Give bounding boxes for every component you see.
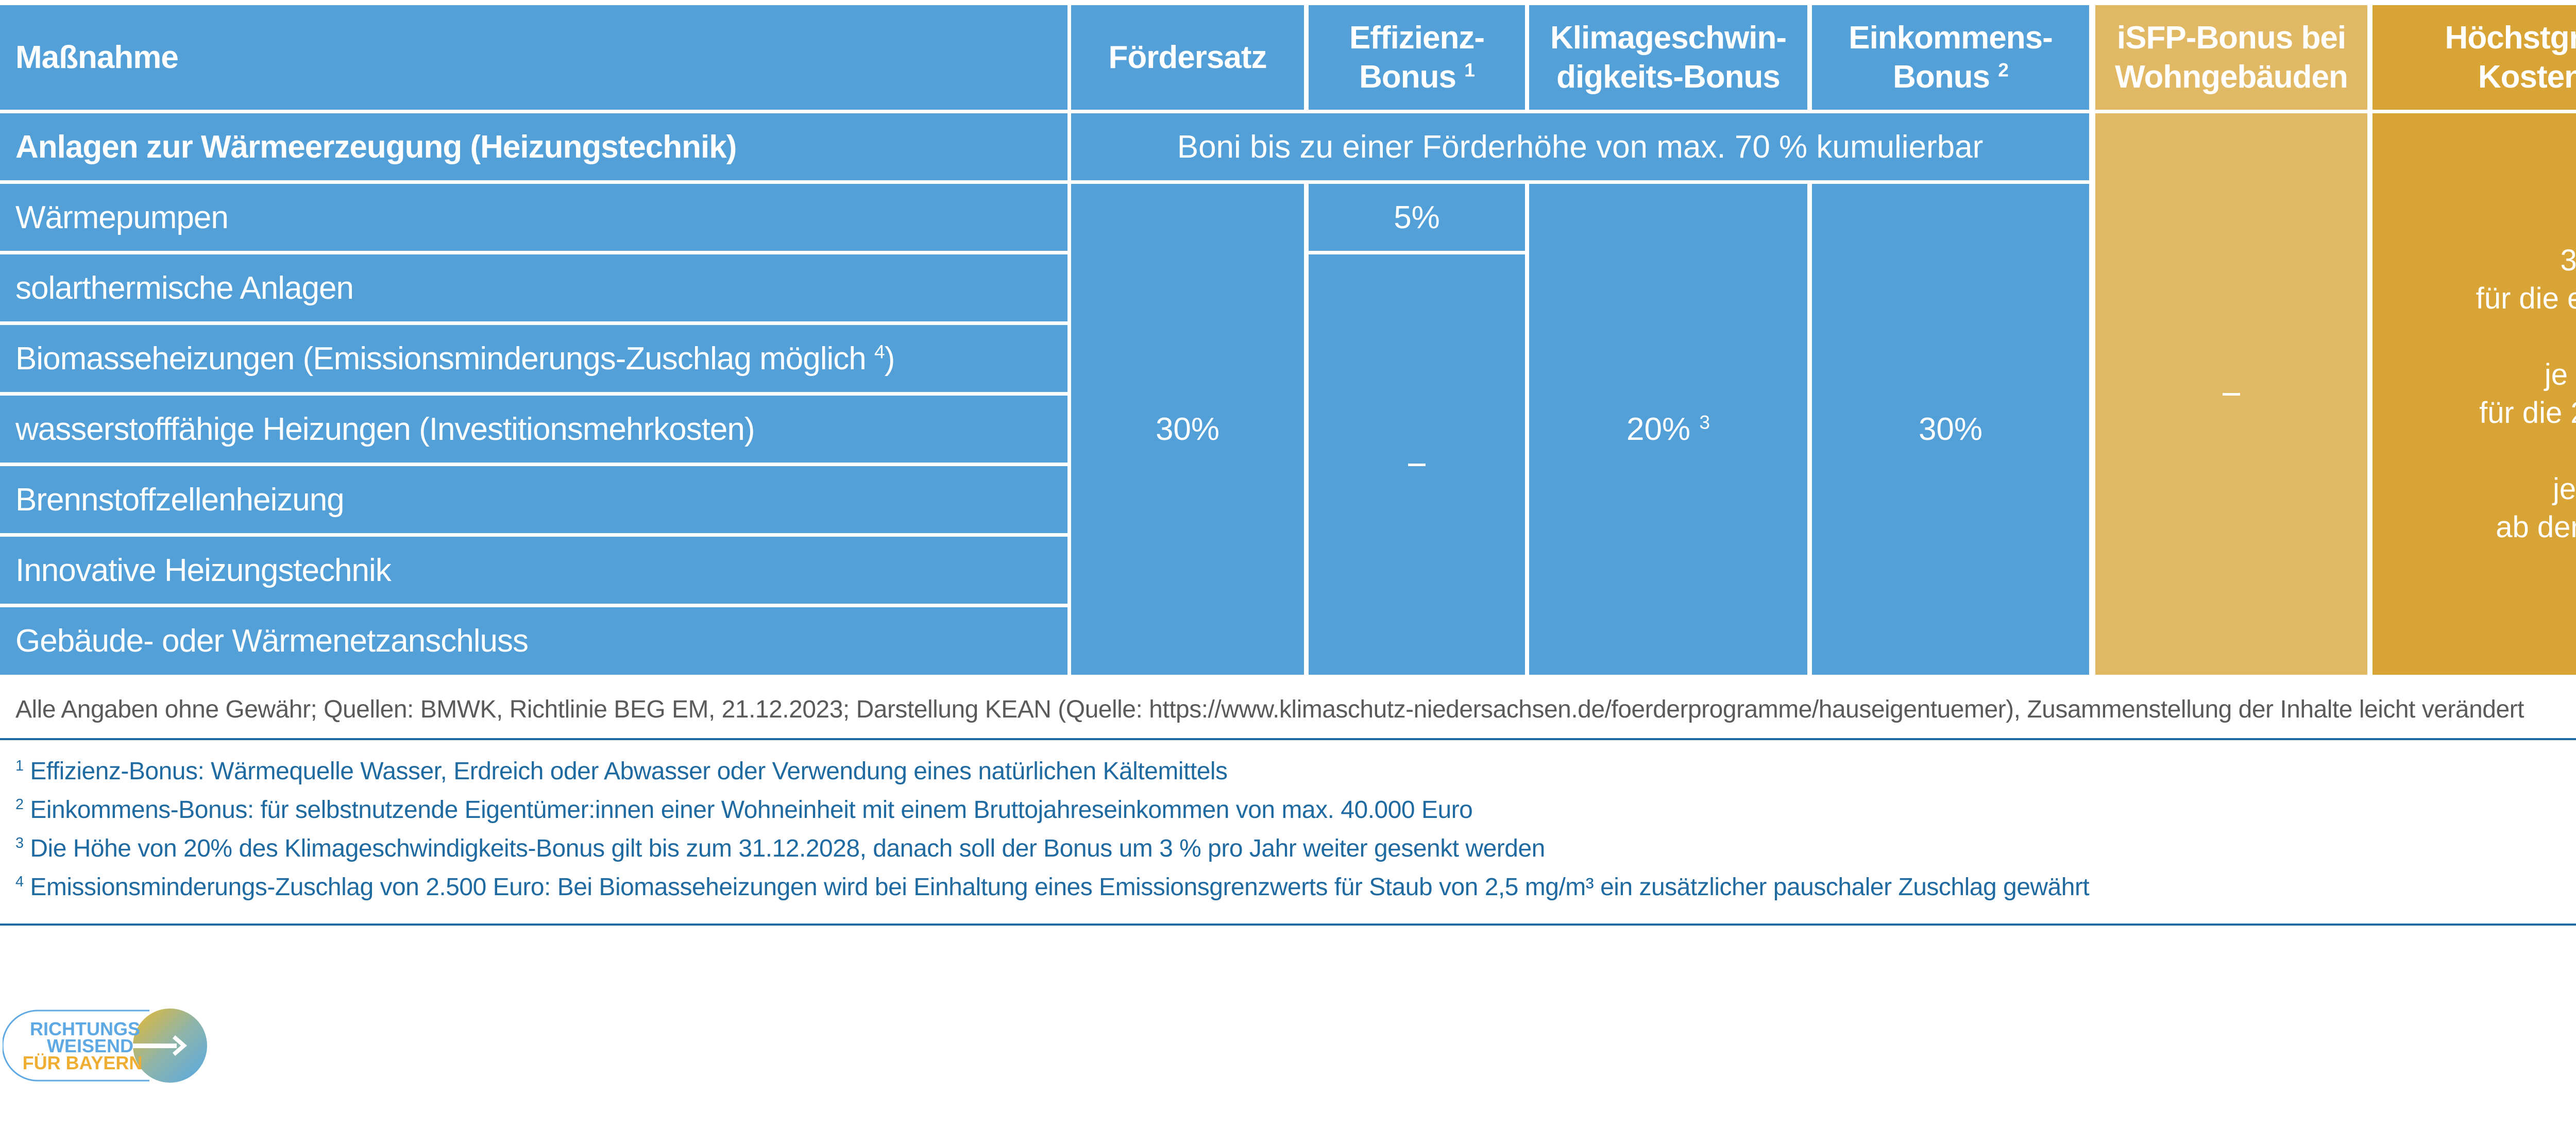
- header-effizienz-line2: Bonus: [1359, 59, 1456, 95]
- header-klima-line2: digkeits-Bonus: [1556, 59, 1781, 95]
- hoechst-wohn-amount: je 15.000 Euro: [2544, 358, 2576, 391]
- hoechst-wohn-amount: je 8.000 Euro: [2552, 472, 2576, 506]
- table-row-label: Innovative Heizungstechnik: [0, 537, 1067, 604]
- footnote-text: Einkommens-Bonus: für selbstnutzende Eig…: [30, 796, 1473, 824]
- group-row-label-text: Anlagen zur Wärmeerzeugung (Heizungstech…: [15, 129, 737, 165]
- divider-bottom: [0, 924, 2576, 926]
- group-row-note: Boni bis zu einer Förderhöhe von max. 70…: [1071, 113, 2089, 180]
- header-isfp-line2: Wohngebäuden: [2115, 59, 2348, 95]
- table-row-label: Gebäude- oder Wärmenetzanschluss: [0, 607, 1067, 675]
- isfp-none-dash: [2223, 392, 2240, 396]
- table-row-label: Biomasseheizungen (Emissionsminderungs-Z…: [0, 325, 1067, 392]
- header-massnahme: Maßnahme: [0, 5, 1067, 110]
- row-label-brennstoffzelle: Brennstoffzellenheizung: [15, 482, 345, 518]
- row-label-netzanschluss: Gebäude- oder Wärmenetzanschluss: [15, 623, 529, 659]
- header-massnahme-label: Maßnahme: [15, 39, 179, 75]
- footnote-ref-2[interactable]: 2: [1998, 58, 2009, 80]
- header-foerdersatz: Fördersatz: [1071, 5, 1304, 110]
- footnote-number: 4: [15, 874, 24, 890]
- source-note: Alle Angaben ohne Gewähr; Quellen: BMWK,…: [15, 696, 2524, 723]
- group-row-label: Anlagen zur Wärmeerzeugung (Heizungstech…: [0, 113, 1067, 180]
- header-einkommen-line1: Einkommens-: [1849, 20, 2053, 56]
- richtungsweisend-logo-graphic: RICHTUNGS WEISEND FÜR BAYERN: [2, 1009, 207, 1083]
- foerdersatz-value: 30%: [1155, 412, 1220, 447]
- logo-text-line3: FÜR BAYERN: [23, 1052, 143, 1073]
- header-foerdersatz-label: Fördersatz: [1108, 39, 1267, 75]
- footnote-number: 1: [15, 758, 24, 774]
- header-isfp-bonus: iSFP-Bonus bei Wohngebäuden: [2095, 5, 2367, 110]
- einkommen-value: 30%: [1918, 412, 1983, 447]
- effizienz-other-cell: [1309, 254, 1525, 675]
- header-effizienz-bonus: Effizienz- Bonus 1: [1309, 5, 1525, 110]
- table-row-label: Wärmepumpen: [0, 184, 1067, 251]
- footnote-text: Die Höhe von 20% des Klimageschwindigkei…: [30, 835, 1545, 862]
- klima-value-cell: 20% 3: [1529, 184, 1807, 675]
- row-label-biomasse-suffix: ): [884, 340, 895, 377]
- hoechst-wohn-group: je 15.000 Euro für die 2.-6. Wohneinheit: [2479, 356, 2576, 432]
- header-isfp-line1: iSFP-Bonus bei: [2116, 20, 2346, 56]
- effizienz-waermepumpen-cell: 5%: [1309, 184, 1525, 251]
- footnote-1: 1 Effizienz-Bonus: Wärmequelle Wasser, E…: [15, 757, 1228, 785]
- logo-text-line1: RICHTUNGS: [30, 1018, 140, 1039]
- row-label-biomasse-text: Biomasseheizungen (Emissionsminderungs-Z…: [15, 340, 867, 377]
- divider-top: [0, 738, 2576, 740]
- hoechst-wohn-cell: 30.000 Euro für die erste Wohneinheit je…: [2372, 113, 2576, 675]
- header-einkommen-line2: Bonus: [1893, 59, 1990, 95]
- header-einkommens-bonus: Einkommens- Bonus 2: [1812, 5, 2089, 110]
- einkommen-value-cell: 30%: [1812, 184, 2089, 675]
- header-klima-line1: Klimageschwin-: [1550, 20, 1787, 56]
- table-row-label: solarthermische Anlagen: [0, 254, 1067, 321]
- effizienz-none-dash: [1408, 463, 1426, 466]
- footnote-ref-3[interactable]: 3: [1699, 411, 1710, 433]
- row-label-solarthermie: solarthermische Anlagen: [15, 270, 354, 306]
- header-effizienz-line1: Effizienz-: [1349, 20, 1485, 56]
- klima-value-text: 20%: [1626, 412, 1691, 447]
- header-hoechst-wohn-line2: Kosten Wohngebäude: [2478, 59, 2576, 95]
- footnote-text: Emissionsminderungs-Zuschlag von 2.500 E…: [30, 874, 2090, 901]
- row-label-waermepumpen: Wärmepumpen: [15, 199, 229, 235]
- hoechst-wohn-condition: ab der 7. Wohneinheit: [2496, 510, 2576, 544]
- klima-value: 20% 3: [1626, 411, 1710, 448]
- richtungsweisend-logo: RICHTUNGS WEISEND FÜR BAYERN: [2, 1009, 209, 1086]
- group-row-note-text: Boni bis zu einer Förderhöhe von max. 70…: [1177, 129, 1984, 165]
- row-label-biomasse: Biomasseheizungen (Emissionsminderungs-Z…: [15, 340, 895, 377]
- logo-text-line2: WEISEND: [47, 1035, 133, 1056]
- header-hoechst-wohn-line1: Höchstgrenze förderfähige: [2445, 20, 2576, 56]
- footnote-3: 3 Die Höhe von 20% des Klimageschwindigk…: [15, 834, 1545, 863]
- table-row-label: wasserstofffähige Heizungen (Investition…: [0, 396, 1067, 463]
- hoechst-wohn-amount: 30.000 Euro: [2560, 244, 2576, 277]
- table-row-label: Brennstoffzellenheizung: [0, 466, 1067, 533]
- footnote-ref-4[interactable]: 4: [874, 340, 885, 362]
- row-label-innovative: Innovative Heizungstechnik: [15, 552, 392, 588]
- hoechst-wohn-condition: für die erste Wohneinheit: [2476, 282, 2576, 315]
- row-label-wasserstoff: wasserstofffähige Heizungen (Investition…: [15, 411, 755, 447]
- isfp-value-cell: [2095, 113, 2367, 675]
- header-klimageschwindigkeits-bonus: Klimageschwin- digkeits-Bonus: [1529, 5, 1807, 110]
- hoechst-wohn-group: 30.000 Euro für die erste Wohneinheit: [2476, 242, 2576, 318]
- effizienz-waermepumpen-value: 5%: [1394, 199, 1440, 235]
- footnote-number: 2: [15, 796, 24, 813]
- header-hoechstgrenze-wohngebaeude: Höchstgrenze förderfähige Kosten Wohngeb…: [2372, 5, 2576, 110]
- footnote-4: 4 Emissionsminderungs-Zuschlag von 2.500…: [15, 873, 2090, 901]
- hoechst-wohn-condition: für die 2.-6. Wohneinheit: [2479, 396, 2576, 430]
- footnote-2: 2 Einkommens-Bonus: für selbstnutzende E…: [15, 796, 1473, 824]
- footnote-number: 3: [15, 835, 24, 851]
- foerdersatz-value-cell: 30%: [1071, 184, 1304, 675]
- footnote-ref-1[interactable]: 1: [1464, 58, 1475, 80]
- hoechst-wohn-group: je 8.000 Euro ab der 7. Wohneinheit: [2496, 470, 2576, 546]
- footnote-text: Effizienz-Bonus: Wärmequelle Wasser, Erd…: [30, 758, 1228, 785]
